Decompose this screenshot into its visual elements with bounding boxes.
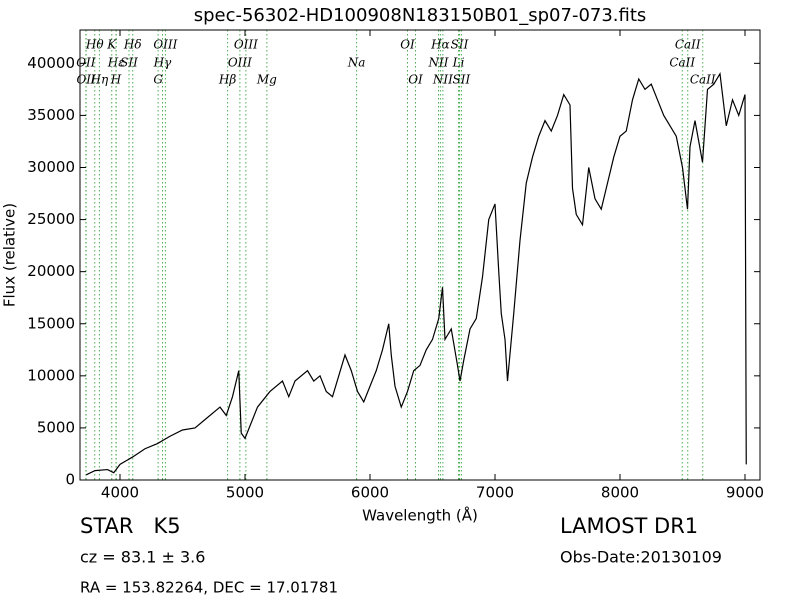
y-tick-label: 40000 xyxy=(27,54,75,72)
line-label: SII xyxy=(451,38,469,52)
line-label: H xyxy=(110,73,122,87)
x-tick-label: 9000 xyxy=(726,484,764,502)
annotation: cz = 83.1 ± 3.6 xyxy=(80,548,205,567)
line-label: Hα xyxy=(430,38,450,52)
line-label: Hη xyxy=(90,73,109,87)
annotation: STAR K5 xyxy=(80,514,181,538)
line-label: OII xyxy=(76,73,96,87)
line-label: Mg xyxy=(256,73,277,87)
x-tick-label: 7000 xyxy=(476,484,514,502)
line-label: Na xyxy=(347,56,366,70)
line-label: G xyxy=(153,73,163,87)
y-tick-label: 15000 xyxy=(27,314,75,332)
line-label: SII xyxy=(120,56,138,70)
line-label: NII xyxy=(428,56,449,70)
x-tick-label: 8000 xyxy=(601,484,639,502)
line-label: OIII xyxy=(234,38,258,52)
line-label: Li xyxy=(452,56,465,70)
y-tick-label: 10000 xyxy=(27,366,75,384)
plot-frame xyxy=(79,29,761,481)
chart-title: spec-56302-HD100908N183150B01_sp07-073.f… xyxy=(194,5,647,26)
line-label: Hβ xyxy=(218,73,236,87)
y-tick-label: 35000 xyxy=(27,106,75,124)
y-tick-label: 0 xyxy=(65,471,75,489)
line-label: NII xyxy=(432,73,453,87)
line-label: CaII xyxy=(675,38,701,52)
line-label: Hγ xyxy=(153,56,172,70)
annotation: LAMOST DR1 xyxy=(560,514,698,538)
line-label: OI xyxy=(408,73,423,87)
x-axis-label: Wavelength (Å) xyxy=(362,506,478,525)
y-axis-label: Flux (relative) xyxy=(1,203,19,307)
annotation: Obs-Date:20130109 xyxy=(560,548,722,567)
line-label: OIII xyxy=(228,56,252,70)
spectrum-line xyxy=(85,71,747,476)
line-label: Hθ xyxy=(85,38,104,52)
y-tick-label: 5000 xyxy=(37,418,75,436)
x-tick-label: 5000 xyxy=(226,484,264,502)
y-tick-label: 20000 xyxy=(27,262,75,280)
x-tick-label: 4000 xyxy=(101,484,139,502)
y-tick-label: 25000 xyxy=(27,210,75,228)
line-label: Hδ xyxy=(123,38,142,52)
line-label: CaII xyxy=(669,56,695,70)
line-label: CaII xyxy=(690,73,716,87)
line-label: K xyxy=(106,38,117,52)
line-label: OI xyxy=(400,38,415,52)
x-tick-label: 6000 xyxy=(351,484,389,502)
line-label: SII xyxy=(453,73,471,87)
line-label: OIII xyxy=(153,38,177,52)
y-tick-label: 30000 xyxy=(27,158,75,176)
annotation: RA = 153.82264, DEC = 17.01781 xyxy=(80,579,338,597)
